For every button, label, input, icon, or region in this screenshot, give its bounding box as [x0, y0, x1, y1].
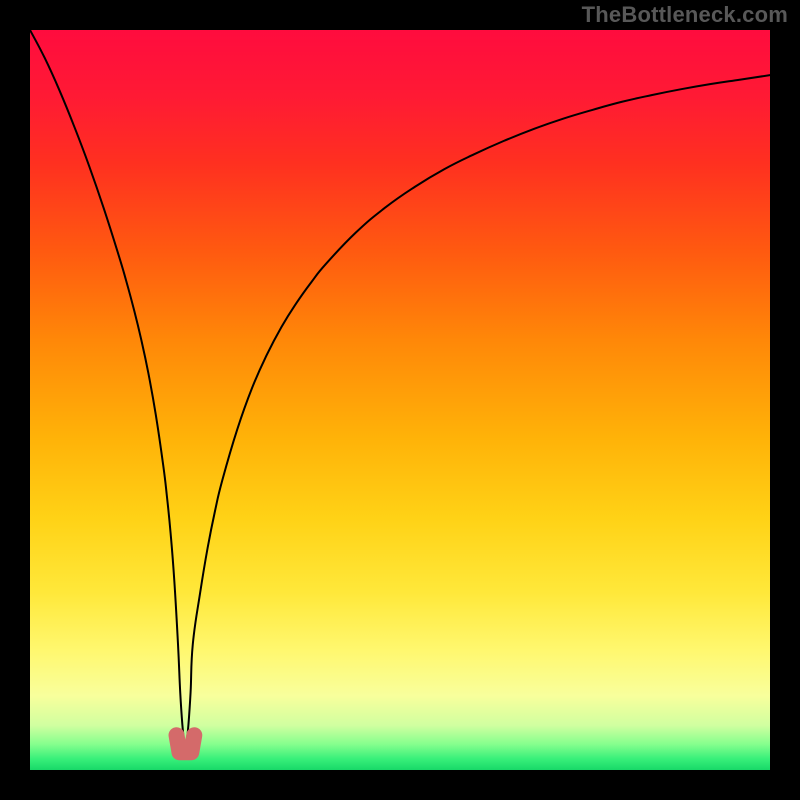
- chart-svg: [0, 0, 800, 800]
- plot-area: [30, 30, 770, 770]
- watermark-label: TheBottleneck.com: [582, 2, 788, 28]
- chart-stage: TheBottleneck.com: [0, 0, 800, 800]
